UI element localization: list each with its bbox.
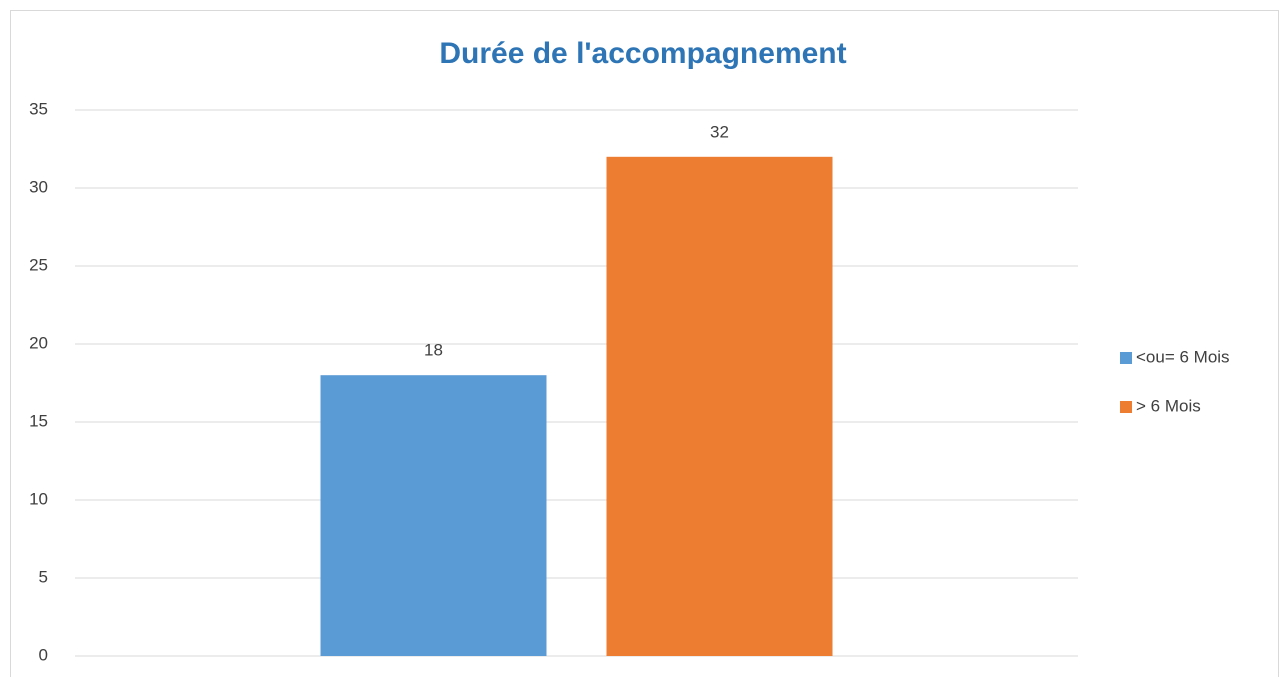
chart-title: Durée de l'accompagnement: [439, 37, 846, 70]
bar: [320, 375, 547, 656]
y-tick-label: 0: [39, 645, 48, 664]
data-label: 32: [710, 122, 729, 141]
chart-frame: [10, 10, 1279, 677]
y-tick-label: 5: [39, 567, 48, 586]
y-tick-label: 15: [29, 411, 48, 430]
legend-swatch: [1120, 401, 1132, 413]
y-tick-label: 25: [29, 255, 48, 274]
legend-swatch: [1120, 352, 1132, 364]
y-tick-label: 30: [29, 177, 48, 196]
y-tick-label: 10: [29, 489, 48, 508]
bar: [606, 156, 833, 657]
legend-label: > 6 Mois: [1136, 396, 1201, 415]
y-tick-label: 20: [29, 333, 48, 352]
y-tick-label: 35: [29, 99, 48, 118]
data-label: 18: [424, 341, 443, 360]
legend-label: <ou= 6 Mois: [1136, 347, 1230, 366]
